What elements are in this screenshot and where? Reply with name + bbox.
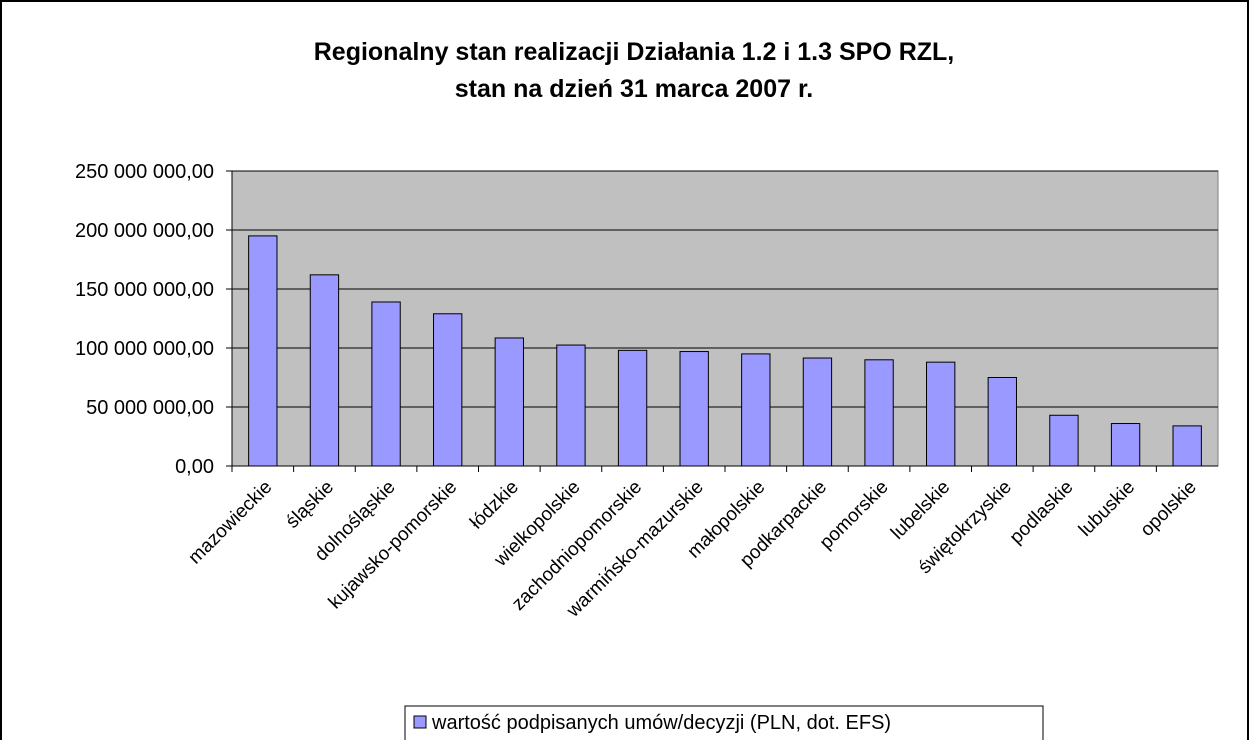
y-tick-label: 200 000 000,00 [75, 220, 214, 242]
legend-box [404, 705, 1044, 740]
chart-subtitle: stan na dzień 31 marca 2007 r. [455, 75, 814, 103]
bar [864, 359, 894, 467]
y-tick-label: 250 000 000,00 [75, 161, 214, 183]
bar [309, 274, 340, 467]
bar [679, 351, 709, 467]
y-tick-label: 100 000 000,00 [75, 338, 214, 360]
legend-swatch [413, 715, 427, 729]
bar [741, 353, 771, 467]
bar [371, 301, 401, 467]
y-tick-label: 0,00 [175, 456, 214, 478]
bar [926, 361, 956, 467]
bar [802, 357, 833, 467]
chart-title: Regionalny stan realizacji Działania 1.2… [314, 38, 955, 66]
legend-label: wartość podpisanych umów/decyzji (PLN, d… [431, 712, 891, 734]
y-tick-label: 150 000 000,00 [75, 279, 214, 301]
bar [556, 344, 586, 467]
y-tick-label: 50 000 000,00 [86, 397, 214, 419]
bar [617, 349, 648, 467]
bar [1049, 414, 1079, 467]
bar [1110, 423, 1141, 467]
bar [1172, 425, 1202, 467]
bar [248, 235, 278, 467]
bar [433, 313, 463, 467]
bar [987, 377, 1017, 467]
bar [494, 337, 524, 467]
